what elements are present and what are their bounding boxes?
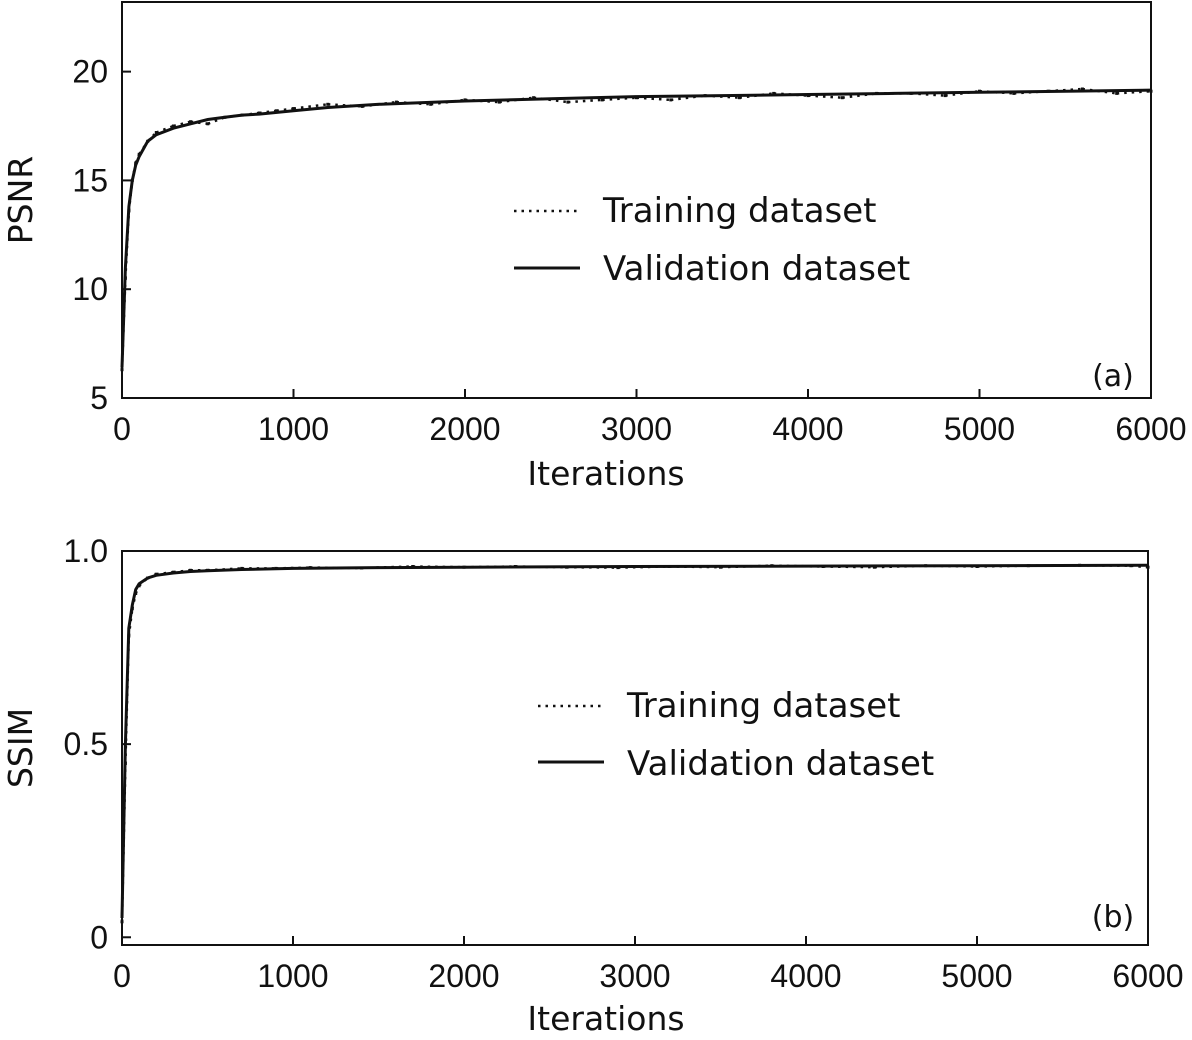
psnr-x-tick-label: 1000 — [258, 411, 329, 447]
ssim-y-axis-title: SSIM — [1, 708, 40, 788]
psnr-training-segment — [1116, 89, 1152, 95]
ssim-x-tick-label: 5000 — [941, 958, 1012, 994]
psnr-y-tick-label: 20 — [72, 54, 108, 90]
psnr-training-point — [326, 102, 330, 106]
ssim-panel-label: (b) — [1092, 900, 1134, 935]
psnr-training-point — [274, 109, 278, 113]
psnr-training-point — [943, 94, 947, 98]
psnr-x-tick-label: 3000 — [601, 411, 672, 447]
psnr-training-point — [669, 98, 673, 102]
ssim-x-tick-label: 0 — [113, 958, 131, 994]
psnr-training-segment — [155, 124, 174, 134]
psnr-y-tick-label: 10 — [72, 271, 108, 307]
psnr-training-point — [171, 124, 175, 128]
ssim-legend: Training dataset Validation dataset — [538, 686, 934, 784]
psnr-legend-training-label: Training dataset — [602, 191, 877, 231]
psnr-training-point — [154, 131, 158, 134]
psnr-training-point — [532, 96, 536, 100]
ssim-y-tick-label: 0 — [90, 919, 108, 955]
psnr-training-point — [497, 100, 501, 104]
psnr-training-segment — [636, 96, 671, 102]
psnr-training-segment — [842, 92, 877, 99]
psnr-training-point — [1080, 87, 1084, 91]
ssim-series-validation-line — [120, 563, 1149, 919]
psnr-x-tick-label: 0 — [113, 411, 131, 447]
psnr-training-point — [189, 120, 193, 124]
ssim-y-ticks: 0 0.5 1.0 — [64, 533, 131, 955]
psnr-training-point — [600, 98, 604, 102]
psnr-training-point — [394, 100, 398, 104]
psnr-x-tick-label: 6000 — [1115, 411, 1186, 447]
psnr-training-point — [566, 100, 570, 104]
psnr-training-point — [1115, 91, 1119, 95]
ssim-x-tick-label: 4000 — [770, 958, 841, 994]
psnr-x-axis-title: Iterations — [527, 454, 684, 493]
psnr-training-segment — [567, 98, 603, 104]
ssim-x-tick-label: 6000 — [1112, 958, 1183, 994]
ssim-y-tick-label: 0.5 — [64, 726, 108, 762]
psnr-x-tick-label: 2000 — [429, 411, 500, 447]
psnr-panel-label: (a) — [1092, 359, 1134, 394]
psnr-legend: Training dataset Validation dataset — [514, 191, 910, 289]
psnr-x-tick-label: 4000 — [772, 411, 843, 447]
psnr-x-tick-label: 5000 — [944, 411, 1015, 447]
ssim-x-axis-title: Iterations — [527, 999, 684, 1038]
psnr-training-segment — [807, 94, 843, 99]
chart-psnr: 0 1000 2000 3000 4000 5000 6000 5 10 15 20 Iterat… — [1, 1, 1187, 493]
psnr-training-point — [772, 91, 776, 95]
psnr-training-point — [429, 102, 433, 106]
psnr-legend-validation-label: Validation dataset — [603, 249, 910, 289]
psnr-training-point — [1012, 91, 1016, 95]
psnr-training-point — [840, 96, 844, 100]
ssim-legend-training-label: Training dataset — [626, 686, 901, 726]
ssim-x-ticks: 0 1000 2000 3000 4000 5000 6000 — [113, 936, 1184, 994]
psnr-training-segment — [670, 94, 706, 102]
psnr-y-tick-label: 5 — [90, 380, 108, 416]
ssim-y-tick-label: 1.0 — [64, 533, 108, 569]
chart-ssim: 0 1000 2000 3000 4000 5000 6000 0 0.5 1.0 Iterat… — [1, 533, 1184, 1038]
psnr-training-segment — [173, 120, 191, 128]
psnr-training-point — [737, 96, 741, 100]
psnr-training-segment — [276, 107, 294, 113]
ssim-x-tick-label: 2000 — [428, 958, 499, 994]
psnr-y-axis-title: PSNR — [1, 156, 40, 244]
ssim-x-tick-label: 3000 — [599, 958, 670, 994]
psnr-y-tick-label: 15 — [72, 162, 108, 198]
psnr-x-ticks: 0 1000 2000 3000 4000 5000 6000 — [113, 389, 1187, 447]
psnr-training-segment — [910, 92, 946, 97]
ssim-legend-validation-label: Validation dataset — [627, 744, 934, 784]
psnr-series-validation-line — [120, 88, 1152, 368]
psnr-y-ticks: 5 10 15 20 — [72, 54, 131, 416]
psnr-training-segment — [602, 96, 637, 102]
psnr-training-segment — [293, 103, 328, 110]
psnr-training-point — [206, 122, 210, 126]
ssim-x-tick-label: 1000 — [257, 958, 328, 994]
psnr-training-point — [292, 107, 295, 111]
